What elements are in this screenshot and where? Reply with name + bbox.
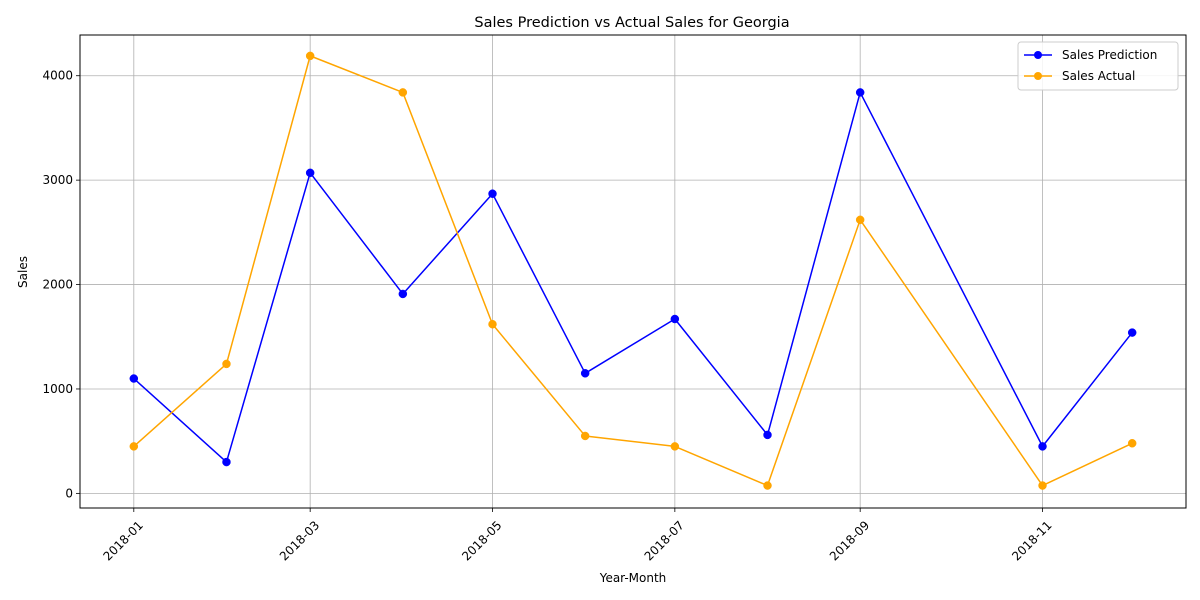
sales-actual-point: [129, 442, 139, 451]
y-tick-label: 0: [65, 486, 73, 500]
sales-prediction-point: [855, 88, 865, 97]
sales-actual-point: [580, 431, 590, 441]
y-tick-label: 3000: [42, 173, 73, 187]
plot-frame: [79, 34, 1187, 509]
sales-actual-point: [398, 88, 408, 97]
sales-prediction-point: [670, 314, 680, 324]
sales-actual-point: [488, 319, 497, 329]
chart-title: Sales Prediction vs Actual Sales for Geo…: [474, 15, 789, 31]
sales-actual-point: [305, 51, 315, 61]
y-axis-label: Sales: [16, 256, 30, 288]
sales-prediction-point: [763, 430, 772, 440]
series-layer: [129, 51, 1137, 490]
legend-box: [1017, 41, 1179, 91]
sales-prediction-point: [222, 457, 231, 467]
x-axis-label: Year-Month: [599, 571, 667, 585]
sales-actual-point: [670, 442, 680, 451]
sales-prediction-point: [580, 369, 590, 378]
legend-marker-sales-actual: [1034, 72, 1042, 80]
sales-prediction-point: [1127, 328, 1137, 337]
y-tick-label: 2000: [42, 278, 73, 292]
legend-label-sales-actual: Sales Actual: [1062, 69, 1135, 83]
sales-actual-point: [1038, 481, 1047, 490]
y-tick-label: 1000: [42, 382, 73, 396]
y-tick-label: 4000: [42, 69, 73, 83]
legend-marker-sales-prediction: [1034, 51, 1042, 59]
sales-prediction-point: [129, 374, 139, 383]
legend: Sales Prediction Sales Actual: [1017, 41, 1179, 91]
legend-label-sales-prediction: Sales Prediction: [1062, 48, 1157, 62]
sales-prediction-point: [1038, 442, 1047, 451]
sales-prediction-point: [305, 168, 315, 178]
sales-actual-point: [763, 481, 772, 490]
sales-prediction-point: [398, 289, 408, 299]
sales-actual-point: [1127, 439, 1137, 448]
grid: [80, 35, 1186, 508]
sales-actual-point: [222, 359, 231, 369]
sales-actual-point: [855, 215, 865, 225]
sales-prediction-point: [488, 189, 497, 198]
